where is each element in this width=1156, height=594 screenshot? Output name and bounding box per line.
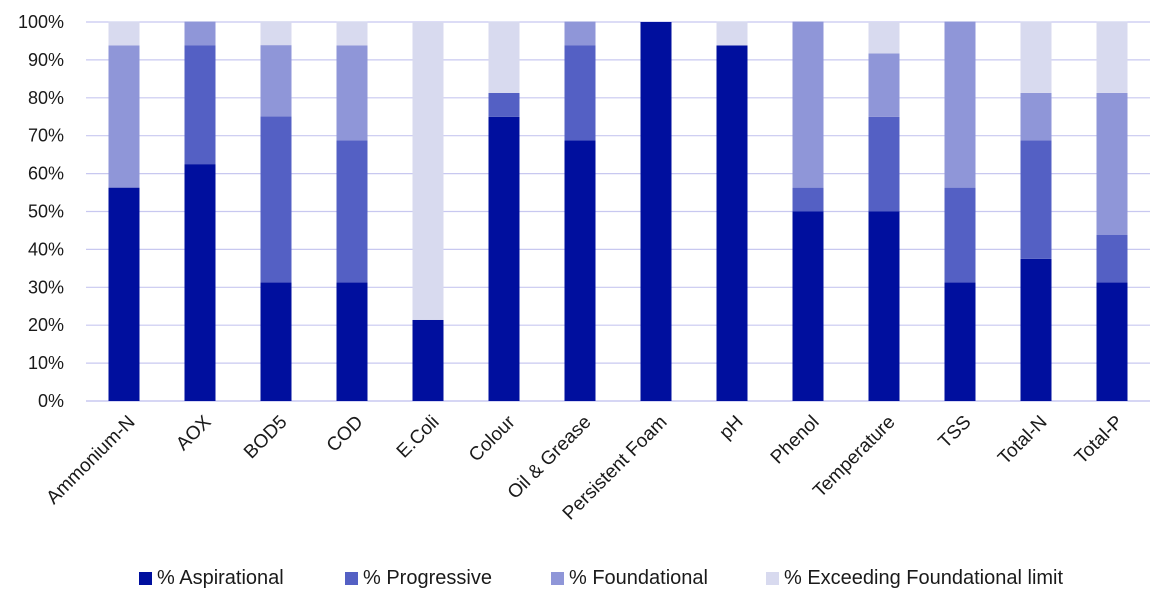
bar-segment-3 [792,21,824,188]
x-tick-label: E.Coli [393,412,444,463]
bar-segment-1 [184,164,216,401]
bar-stack [564,21,596,402]
bar-segment-4 [716,21,748,46]
x-tick-label: AOX [172,411,215,454]
bar-segment-2 [944,187,976,283]
legend: % Aspirational % Progressive % Foundationa… [139,567,1063,589]
legend-swatch [551,572,564,585]
grid-lines [86,21,1150,402]
legend-label: % Progressive [363,567,492,589]
bar-segment-2 [260,116,292,283]
y-tick-label: 60% [28,164,64,184]
bar-segment-1 [488,116,520,401]
bar-segment-3 [1020,92,1052,141]
bar-segment-1 [336,282,368,401]
x-tick-label: Total-P [1071,412,1128,469]
x-tick-label: Phenol [767,412,824,469]
bar-segment-1 [716,45,748,402]
bar-segment-4 [336,21,368,46]
bar-segment-4 [868,22,900,54]
bar-segment-4 [108,21,140,46]
y-tick-label: 50% [28,202,64,222]
bar-stack [488,21,520,401]
bar-segment-3 [564,21,596,46]
x-tick-label: Ammonium-N [43,412,140,509]
bar-stack [108,21,140,401]
bar-segment-2 [564,45,596,141]
bar-segment-1 [868,211,900,401]
x-tick-label: Colour [465,411,520,466]
bar-stack [716,21,748,402]
bar-segment-3 [108,45,140,188]
bar-stack [944,21,976,401]
bar-stack [868,22,900,401]
bar-segment-4 [1096,21,1128,93]
bar-segment-1 [564,140,596,402]
bar-segment-2 [1020,140,1052,259]
legend-item: % Aspirational [139,567,284,589]
bar-stack [412,22,444,401]
bar-segment-3 [336,45,368,141]
bar-segment-2 [792,187,824,212]
y-tick-label: 10% [28,353,64,373]
y-tick-label: 30% [28,277,64,297]
legend-item: % Foundational [551,567,708,589]
legend-item: % Progressive [345,567,492,589]
bar-segment-3 [184,21,216,46]
legend-swatch [766,572,779,585]
bar-segment-3 [260,45,292,117]
bar-segment-1 [260,282,292,401]
legend-swatch [139,572,152,585]
bar-segment-4 [1020,21,1052,93]
bar-stack [792,21,824,401]
bar-stack [1096,21,1128,401]
bar-segment-4 [488,21,520,93]
bar-segment-1 [108,187,140,401]
bar-segment-3 [944,21,976,188]
bar-segment-1 [1020,258,1052,401]
y-tick-label: 20% [28,315,64,335]
bar-segment-1 [412,319,444,401]
bar-segment-4 [260,21,292,46]
bar-segment-2 [336,140,368,283]
legend-label: % Exceeding Foundational limit [784,567,1063,589]
bar-segment-2 [184,45,216,165]
y-tick-label: 80% [28,88,64,108]
bars [108,21,1128,402]
y-tick-label: 40% [28,239,64,259]
bar-segment-3 [1096,92,1128,235]
bar-segment-1 [1096,282,1128,401]
x-tick-label: TSS [935,412,976,453]
bar-stack [640,22,672,401]
legend-label: % Foundational [569,567,708,589]
bar-segment-1 [640,22,672,401]
bar-stack [336,21,368,401]
bar-segment-4 [412,22,444,320]
legend-label: % Aspirational [157,567,284,589]
y-tick-label: 90% [28,50,64,70]
y-axis-ticks: 0% 10% 20% 30% 40% 50% 60% 70% 80% 90% 100% [18,12,64,411]
y-tick-label: 100% [18,12,64,32]
bar-segment-1 [944,282,976,401]
x-tick-label: pH [716,412,748,444]
x-tick-label: Total-N [994,412,1051,469]
bar-segment-2 [868,116,900,212]
bar-stack [184,21,216,401]
bar-segment-1 [792,211,824,401]
x-tick-label: BOD5 [240,412,291,463]
x-tick-label: COD [323,412,368,457]
legend-item: % Exceeding Foundational limit [766,567,1063,589]
y-tick-label: 0% [38,391,64,411]
legend-swatch [345,572,358,585]
x-tick-label: Temperature [809,412,899,502]
bar-segment-3 [868,53,900,117]
y-tick-label: 70% [28,126,64,146]
bar-stack [260,21,292,401]
bar-stack [1020,21,1052,401]
bar-segment-2 [1096,234,1128,283]
bar-segment-2 [488,92,520,117]
